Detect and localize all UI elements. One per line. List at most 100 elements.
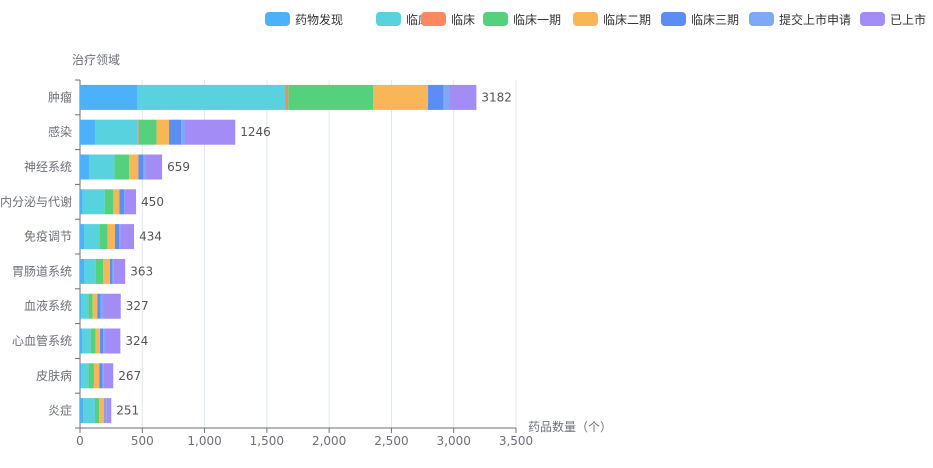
bar-segment-1[interactable] (88, 154, 115, 180)
total-label: 1246 (240, 125, 271, 139)
bar-segment-7[interactable] (105, 328, 121, 354)
bar-segment-0[interactable] (80, 398, 84, 424)
legend-label[interactable]: 临床三期 (691, 13, 739, 27)
bar-segment-5[interactable] (138, 154, 144, 180)
bar-segment-1[interactable] (83, 398, 95, 424)
bar-segment-3[interactable] (90, 328, 96, 354)
bar-segment-6[interactable] (119, 224, 121, 250)
bar-segment-7[interactable] (124, 189, 137, 215)
bar-segment-5[interactable] (104, 398, 106, 424)
bar-segment-0[interactable] (80, 328, 82, 354)
y-tick-label: 免疫调节 (24, 229, 72, 244)
legend-swatch[interactable] (860, 12, 885, 26)
bar-segment-5[interactable] (110, 258, 113, 284)
legend-swatch[interactable] (421, 12, 446, 26)
bar-segment-5[interactable] (169, 119, 182, 145)
bar-segment-7[interactable] (103, 293, 121, 319)
bar-segment-7[interactable] (106, 398, 112, 424)
bar-segment-5[interactable] (100, 328, 104, 354)
x-tick-label: 0 (76, 434, 84, 448)
bar-segment-3[interactable] (99, 224, 108, 250)
legend-label[interactable]: 药物发现 (295, 12, 343, 27)
legend-label[interactable]: 提交上市申请 (779, 12, 851, 27)
total-label: 267 (118, 369, 141, 383)
bar-segment-6[interactable] (112, 258, 114, 284)
bar-segment-3[interactable] (114, 154, 130, 180)
bar-segment-0[interactable] (80, 224, 84, 250)
legend-label[interactable]: 临床一期 (513, 13, 561, 27)
bar-segment-4[interactable] (129, 154, 139, 180)
bar-segment-7[interactable] (449, 84, 477, 110)
bar-segment-4[interactable] (156, 119, 170, 145)
legend-swatch[interactable] (749, 12, 774, 26)
bar-segment-1[interactable] (82, 189, 105, 215)
bar-segment-4[interactable] (93, 363, 100, 389)
bar-segment-0[interactable] (80, 84, 138, 110)
bar-segment-0[interactable] (80, 293, 81, 319)
bar-segment-4[interactable] (99, 398, 105, 424)
bar-segment-7[interactable] (120, 224, 135, 250)
bar-segment-4[interactable] (107, 224, 116, 250)
bar-segment-3[interactable] (88, 363, 94, 389)
bar-segment-3[interactable] (95, 258, 104, 284)
bar-segment-0[interactable] (80, 258, 84, 284)
bar-segment-7[interactable] (185, 119, 236, 145)
bar-segment-1[interactable] (83, 224, 100, 250)
bar-segment-1[interactable] (94, 119, 138, 145)
y-tick-label: 肿瘤 (48, 89, 72, 104)
bar-segment-5[interactable] (428, 84, 444, 110)
legend-swatch[interactable] (661, 12, 686, 26)
legend-label[interactable]: 已上市 (890, 12, 926, 27)
bar-segment-1[interactable] (81, 363, 89, 389)
bar-segment-6[interactable] (123, 189, 125, 215)
bar-segment-3[interactable] (104, 189, 114, 215)
bar-segment-4[interactable] (92, 293, 98, 319)
bar-segment-4[interactable] (95, 328, 101, 354)
bar-segment-6[interactable] (102, 363, 104, 389)
x-tick-label: 2,000 (312, 434, 346, 448)
bar-segment-5[interactable] (99, 363, 103, 389)
bar-segment-3[interactable] (138, 119, 157, 145)
legend-label[interactable]: 临床 (451, 13, 475, 27)
legend-swatch[interactable] (265, 12, 290, 26)
bar-segment-5[interactable] (119, 189, 124, 215)
bar-segment-0[interactable] (80, 154, 89, 180)
bar-segment-3[interactable] (94, 398, 100, 424)
total-label: 434 (139, 230, 162, 244)
bar-segment-3[interactable] (88, 293, 93, 319)
bar-segment-6[interactable] (103, 328, 106, 354)
legend-swatch[interactable] (573, 12, 598, 26)
bar-segment-1[interactable] (83, 258, 96, 284)
bar-segment-2[interactable] (285, 84, 289, 110)
bar-segment-1[interactable] (137, 84, 286, 110)
y-tick-label: 胃肠道系统 (12, 264, 72, 278)
bar-segment-6[interactable] (105, 398, 107, 424)
legend-swatch[interactable] (483, 12, 508, 26)
bar-segment-7[interactable] (113, 258, 126, 284)
total-label: 363 (130, 264, 153, 278)
bar-segment-0[interactable] (80, 363, 82, 389)
bar-segment-1[interactable] (80, 293, 89, 319)
bar-segment-6[interactable] (443, 84, 450, 110)
bar-segment-5[interactable] (115, 224, 120, 250)
bar-segment-1[interactable] (81, 328, 91, 354)
bar-segment-0[interactable] (80, 119, 95, 145)
x-tick-label: 1,000 (187, 434, 221, 448)
x-tick-label: 3,000 (437, 434, 471, 448)
bar-segment-7[interactable] (103, 363, 114, 389)
bar-segment-7[interactable] (145, 154, 163, 180)
total-label: 450 (141, 195, 164, 209)
bar-segment-4[interactable] (113, 189, 120, 215)
bar-segment-6[interactable] (181, 119, 186, 145)
bar-segment-4[interactable] (103, 258, 111, 284)
bar-segment-4[interactable] (372, 84, 429, 110)
legend-label[interactable]: 临床二期 (603, 13, 651, 27)
bar-segment-6[interactable] (100, 293, 104, 319)
bar-segment-6[interactable] (143, 154, 146, 180)
bar-segment-2[interactable] (137, 119, 139, 145)
bar-segment-3[interactable] (288, 84, 373, 110)
legend-swatch[interactable] (376, 12, 401, 26)
bar-segment-0[interactable] (80, 189, 83, 215)
bar-segment-5[interactable] (97, 293, 101, 319)
